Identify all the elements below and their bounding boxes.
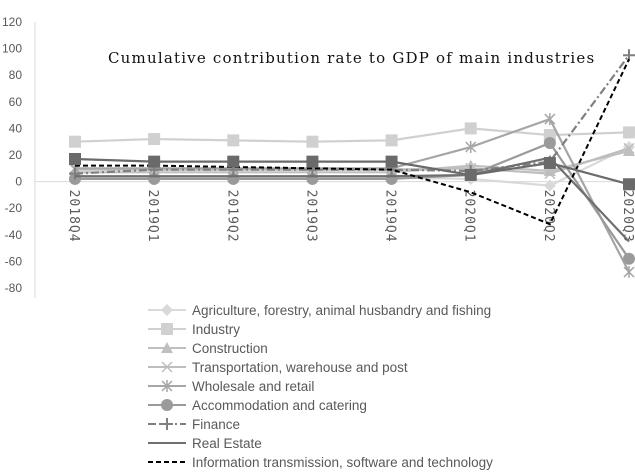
legend-label: Real Estate xyxy=(192,436,262,451)
legend-label: Wholesale and retail xyxy=(192,379,314,394)
data-point xyxy=(69,152,81,165)
data-point xyxy=(543,137,556,150)
series-information-transmission-software-and-technology xyxy=(75,58,630,226)
legend-item: Industry xyxy=(148,322,240,337)
series-line xyxy=(74,54,630,175)
series-line xyxy=(75,117,630,273)
data-point xyxy=(148,155,161,168)
y-tick-label: 120 xyxy=(2,15,22,29)
x-tick-label: 2019Q2 xyxy=(224,190,239,243)
data-point xyxy=(227,134,240,147)
data-point xyxy=(306,155,319,168)
y-tick-label: 0 xyxy=(15,175,22,189)
legend-item: Accommodation and catering xyxy=(148,398,367,413)
legend-label: Transportation, warehouse and post xyxy=(192,360,408,375)
data-point xyxy=(544,113,556,126)
y-tick-label: 100 xyxy=(2,42,22,56)
data-point xyxy=(544,168,556,180)
data-point xyxy=(161,342,173,353)
x-tick-label: 2019Q3 xyxy=(303,190,318,243)
data-point xyxy=(623,126,635,139)
y-tick-label: 80 xyxy=(9,68,23,82)
data-point xyxy=(69,167,81,180)
y-tick-label: -40 xyxy=(5,228,23,242)
data-point xyxy=(161,399,173,411)
data-point xyxy=(69,135,81,148)
legend-item: Information transmission, software and t… xyxy=(148,455,493,470)
data-point xyxy=(623,145,635,157)
x-tick-label: 2020Q2 xyxy=(541,190,556,243)
x-tick-label: 2019Q1 xyxy=(145,190,160,243)
data-point xyxy=(623,178,635,191)
legend-item: Transportation, warehouse and post xyxy=(148,360,408,375)
data-point xyxy=(464,168,477,181)
x-tick-label: 2020Q3 xyxy=(620,190,635,243)
legend-item: Real Estate xyxy=(148,436,262,451)
data-point xyxy=(227,155,240,168)
data-point xyxy=(161,323,173,335)
legend-item: Finance xyxy=(148,417,240,432)
data-point xyxy=(306,135,319,148)
y-tick-label: -60 xyxy=(5,254,23,268)
series-line xyxy=(75,141,630,260)
series-unlabeled xyxy=(69,152,635,191)
y-tick-label: 40 xyxy=(9,121,23,135)
legend-label: Finance xyxy=(192,417,240,432)
legend-label: Agriculture, forestry, animal husbandry … xyxy=(192,303,491,318)
data-point xyxy=(623,142,635,154)
series-line xyxy=(74,157,630,186)
legend-item: Construction xyxy=(148,341,268,356)
y-tick-label: 60 xyxy=(9,95,23,109)
series-real-estate xyxy=(75,156,630,243)
data-point xyxy=(465,141,477,154)
y-tick-label: -80 xyxy=(5,281,23,295)
x-tick-label: 2019Q4 xyxy=(383,190,398,243)
data-point xyxy=(623,266,635,279)
data-point xyxy=(148,133,161,146)
data-point xyxy=(161,304,173,316)
chart-title: Cumulative contribution rate to GDP of m… xyxy=(108,49,595,67)
data-point xyxy=(464,122,477,135)
legend-item: Wholesale and retail xyxy=(148,379,314,394)
data-point xyxy=(543,179,556,192)
data-point xyxy=(623,252,635,265)
legend-label: Construction xyxy=(192,341,268,356)
x-tick-label: 2020Q1 xyxy=(462,190,477,243)
legend-label: Industry xyxy=(192,322,240,337)
data-point xyxy=(161,361,173,373)
series-line xyxy=(75,58,630,226)
series-line xyxy=(75,156,630,243)
series-line xyxy=(75,149,630,174)
legend-label: Accommodation and catering xyxy=(192,398,367,413)
data-point xyxy=(161,380,173,392)
series-line xyxy=(74,127,630,143)
legend-item: Agriculture, forestry, animal husbandry … xyxy=(148,303,491,318)
series-line xyxy=(75,146,630,187)
data-point xyxy=(385,134,398,147)
data-point xyxy=(543,156,556,169)
y-tick-label: 20 xyxy=(9,148,23,162)
data-point xyxy=(385,155,398,168)
legend-label: Information transmission, software and t… xyxy=(192,455,493,470)
x-tick-label: 2018Q4 xyxy=(66,190,81,243)
y-tick-label: -20 xyxy=(5,201,23,215)
data-point xyxy=(161,418,173,430)
